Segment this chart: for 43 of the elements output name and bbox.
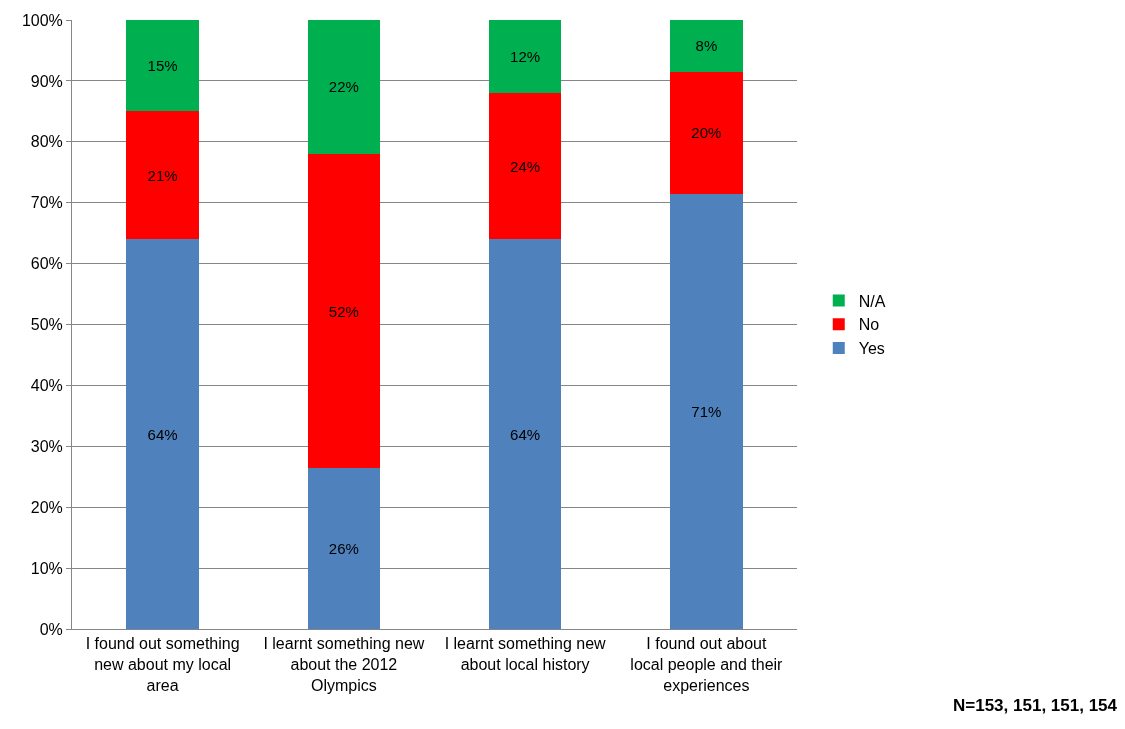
data-label: 24% bbox=[510, 157, 541, 175]
bar bbox=[670, 194, 743, 629]
y-tick-label: 20% bbox=[30, 498, 63, 516]
y-tick-label: 100% bbox=[21, 11, 63, 29]
y-tick-label: 80% bbox=[30, 133, 63, 151]
bar bbox=[307, 153, 381, 469]
y-tick-label: 40% bbox=[30, 377, 63, 394]
y-tick-label: 60% bbox=[30, 255, 63, 273]
y-tick-label: 90% bbox=[30, 72, 63, 90]
y-tick-label: 70% bbox=[30, 194, 63, 212]
y-tick-label: 0% bbox=[39, 620, 63, 638]
text: N=153, 151, 151, 154 bbox=[953, 696, 1118, 715]
bar bbox=[488, 93, 562, 240]
data-label: 64% bbox=[147, 425, 178, 443]
data-label: 26% bbox=[328, 540, 359, 558]
y-tick-label: 50% bbox=[30, 316, 63, 334]
x-tick-label: I found out about local people and their experiences bbox=[630, 635, 784, 694]
bar bbox=[670, 20, 743, 72]
bar bbox=[126, 111, 199, 240]
y-tick-label: 10% bbox=[30, 559, 63, 577]
bar bbox=[126, 239, 199, 629]
data-label: 22% bbox=[328, 78, 359, 96]
x-tick-label: I found out something new about my local area bbox=[85, 635, 240, 694]
bar bbox=[307, 468, 381, 629]
bar bbox=[670, 71, 743, 195]
bar bbox=[307, 20, 381, 154]
x-tick-label: I learnt something new about local history bbox=[444, 635, 607, 673]
data-label: 64% bbox=[510, 425, 541, 443]
x-tick-label: I learnt something new about the 2012 Olympics bbox=[263, 635, 425, 694]
data-label: 12% bbox=[510, 48, 541, 66]
bar bbox=[488, 239, 562, 629]
data-label: 71% bbox=[691, 403, 722, 421]
data-label: 8% bbox=[695, 37, 718, 55]
y-tick-label: 30% bbox=[30, 437, 63, 455]
legend-label: Yes bbox=[858, 340, 885, 358]
data-label: 52% bbox=[328, 302, 359, 320]
data-label: 21% bbox=[147, 166, 178, 184]
bar bbox=[126, 20, 199, 112]
legend-label: No bbox=[858, 316, 880, 334]
legend-label: N/A bbox=[858, 292, 886, 310]
data-label: 20% bbox=[691, 124, 722, 142]
bar bbox=[488, 20, 562, 94]
data-label: 15% bbox=[147, 57, 178, 75]
